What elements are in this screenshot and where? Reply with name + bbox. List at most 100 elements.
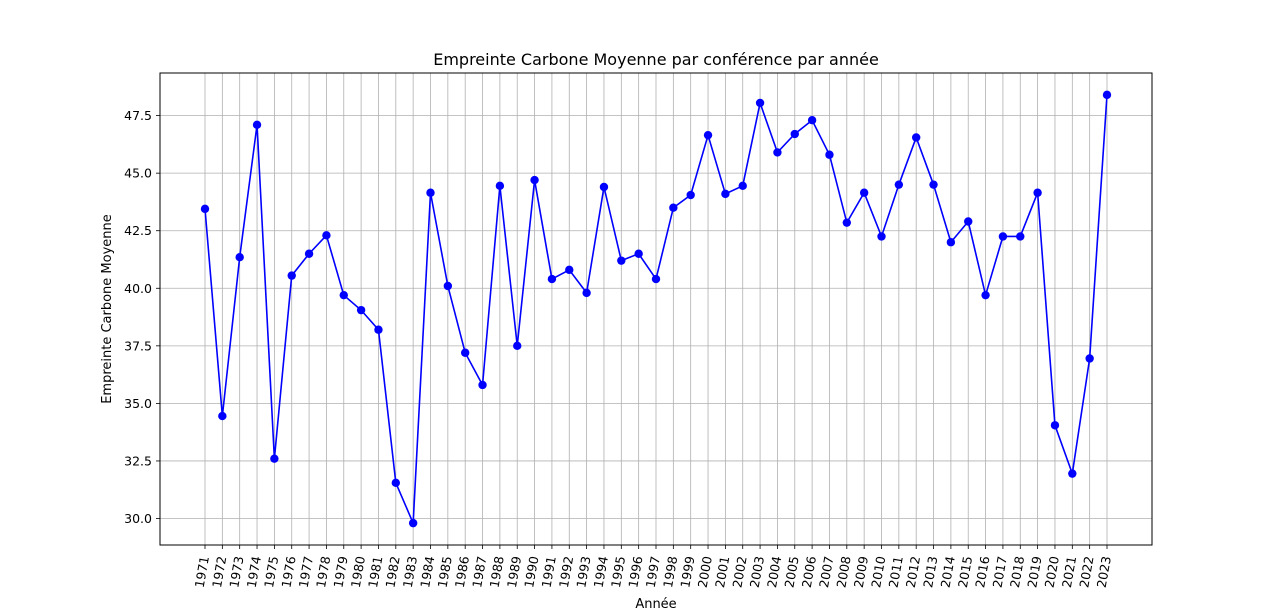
data-point — [755, 98, 765, 108]
x-tick-label: 2000 — [695, 555, 715, 589]
data-point — [859, 188, 869, 197]
data-point — [790, 129, 799, 139]
data-point — [218, 411, 227, 421]
x-tick-label: 1987 — [469, 555, 489, 589]
data-point — [426, 188, 435, 197]
y-tick-label: 30.0 — [124, 511, 152, 526]
data-point — [304, 249, 314, 258]
data-point — [599, 182, 609, 192]
x-tick-label: 1996 — [625, 555, 645, 589]
data-point — [964, 217, 973, 226]
x-tick-label: 1971 — [192, 555, 212, 589]
data-point — [721, 189, 730, 199]
data-point — [946, 238, 956, 247]
data-point — [825, 150, 834, 159]
x-tick-label: 1991 — [539, 555, 559, 589]
x-tick-label: 2003 — [747, 555, 767, 589]
data-point — [929, 180, 938, 189]
data-point — [1016, 232, 1025, 241]
data-point — [478, 380, 487, 390]
data-point — [981, 290, 990, 300]
x-tick-label: 1980 — [348, 555, 368, 589]
data-point — [495, 181, 505, 191]
data-point — [391, 478, 401, 488]
x-tick-label: 1973 — [226, 555, 246, 589]
x-tick-label: 2002 — [729, 555, 749, 589]
x-tick-label: 1995 — [608, 555, 628, 589]
x-tick-label: 2017 — [990, 555, 1010, 589]
y-tick-label: 40.0 — [124, 281, 152, 296]
grid — [160, 73, 1152, 545]
data-point — [374, 325, 383, 334]
x-tick-label: 2008 — [833, 555, 853, 589]
y-tick-label: 42.5 — [124, 223, 152, 238]
x-tick-label: 1974 — [244, 555, 264, 589]
data-point — [911, 133, 921, 142]
data-point — [1050, 421, 1060, 430]
data-point — [513, 341, 522, 351]
series-layer — [200, 90, 1112, 528]
data-point — [235, 252, 244, 262]
x-tick-label: 1982 — [382, 555, 402, 589]
x-tick-label: 1972 — [209, 555, 229, 589]
x-tick-label: 2006 — [799, 555, 819, 589]
x-tick-label: 2019 — [1024, 555, 1044, 589]
x-axis-ticks: 1971197219731974197519761977197819791980… — [192, 545, 1114, 589]
data-point — [322, 231, 331, 240]
data-point — [651, 274, 661, 284]
x-tick-label: 1993 — [573, 555, 593, 589]
x-tick-label: 2023 — [1094, 555, 1114, 589]
x-tick-label: 1983 — [400, 555, 420, 589]
x-tick-label: 1988 — [487, 555, 507, 589]
x-tick-label: 2014 — [938, 555, 958, 589]
y-axis-label: Empreinte Carbone Moyenne — [100, 214, 115, 404]
x-tick-label: 1998 — [660, 555, 680, 589]
x-tick-label: 2022 — [1076, 555, 1096, 589]
data-point — [1033, 188, 1042, 197]
y-tick-label: 37.5 — [124, 338, 152, 353]
data-point — [547, 274, 557, 284]
y-tick-label: 35.0 — [124, 396, 152, 411]
data-point — [252, 120, 262, 130]
data-point — [408, 518, 418, 528]
x-axis-label: Année — [635, 597, 676, 612]
data-point — [356, 305, 366, 315]
y-tick-label: 47.5 — [124, 108, 152, 123]
x-tick-label: 2015 — [955, 555, 975, 589]
data-point — [842, 218, 852, 227]
x-tick-label: 1975 — [261, 555, 281, 589]
x-tick-label: 1992 — [556, 555, 576, 589]
data-point — [460, 348, 470, 357]
data-point — [287, 271, 296, 280]
data-point — [565, 265, 574, 275]
x-tick-label: 1976 — [278, 555, 298, 589]
x-tick-label: 2007 — [816, 555, 836, 589]
x-tick-label: 1990 — [521, 555, 541, 589]
x-tick-label: 2021 — [1059, 555, 1079, 589]
x-tick-label: 2001 — [712, 555, 732, 589]
x-tick-label: 2004 — [764, 555, 784, 589]
data-point — [617, 256, 626, 265]
x-tick-label: 1979 — [330, 555, 350, 589]
x-tick-label: 1997 — [643, 555, 663, 589]
x-tick-label: 2012 — [903, 555, 923, 589]
x-tick-label: 1994 — [591, 555, 611, 589]
data-point — [773, 148, 782, 157]
data-point — [634, 249, 643, 258]
chart-title: Empreinte Carbone Moyenne par conférence… — [433, 50, 879, 69]
data-point — [1085, 354, 1094, 363]
data-point — [582, 288, 591, 298]
x-tick-label: 2011 — [886, 555, 906, 589]
data-point — [1068, 469, 1077, 478]
y-tick-label: 45.0 — [124, 166, 152, 181]
data-point — [877, 232, 886, 241]
x-tick-label: 2005 — [781, 555, 801, 589]
x-tick-label: 2018 — [1007, 555, 1027, 589]
x-tick-label: 1985 — [435, 555, 455, 589]
x-tick-label: 1984 — [417, 555, 437, 589]
data-point — [894, 180, 904, 189]
x-tick-label: 2010 — [868, 555, 888, 589]
x-tick-label: 2020 — [1042, 555, 1062, 589]
data-point — [686, 190, 695, 200]
